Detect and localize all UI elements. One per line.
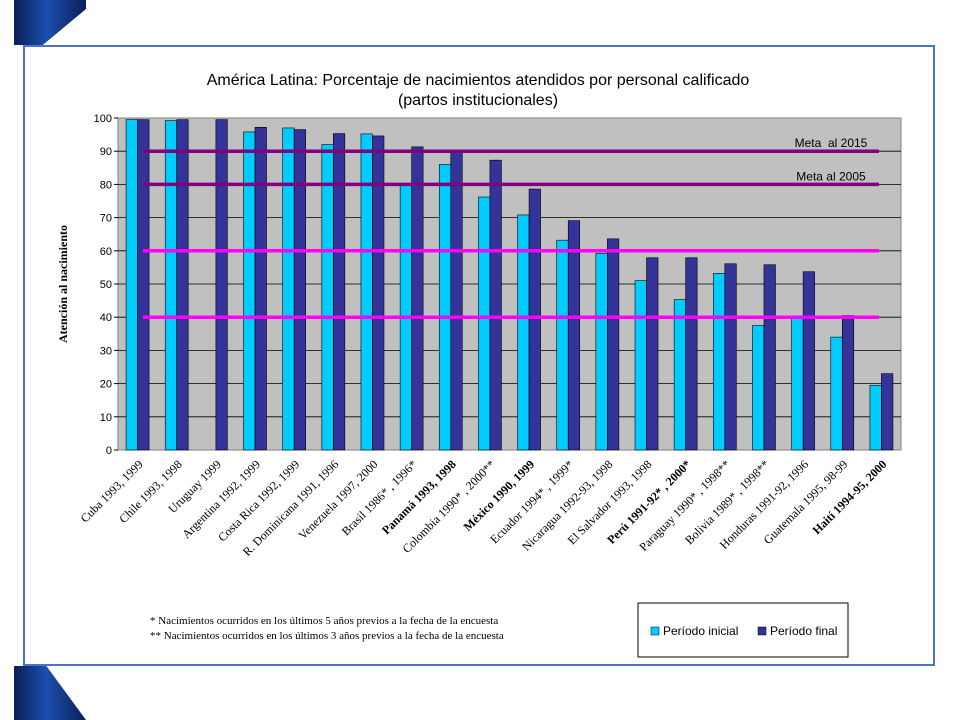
decorative-bottom-stripe [14, 666, 86, 720]
bar-initial [830, 336, 843, 451]
bar-final [333, 133, 346, 451]
bar-final [176, 119, 189, 451]
footnote-1: * Nacimientos ocurridos en los últimos 5… [150, 615, 498, 627]
y-tick-label: 60 [100, 246, 112, 258]
bar-initial [791, 316, 804, 451]
bar-final [802, 271, 815, 451]
bar-final [763, 264, 776, 451]
chart-subtitle: (partos institucionales) [398, 92, 558, 109]
bar-final [411, 146, 424, 451]
bar-final [685, 257, 698, 451]
chart-frame: América Latina: Porcentaje de nacimiento… [23, 45, 935, 666]
legend: Período inicial Período final [637, 602, 849, 658]
chart-svg: América Latina: Porcentaje de nacimiento… [56, 72, 902, 658]
bar-final [215, 119, 228, 451]
y-tick-label: 90 [100, 146, 112, 158]
bar-initial [556, 239, 569, 451]
y-tick-label: 100 [94, 113, 112, 125]
bar-initial [282, 127, 295, 451]
y-tick-label: 70 [100, 213, 112, 225]
y-tick-label: 80 [100, 179, 112, 191]
bar-initial [125, 119, 138, 451]
bar-final [489, 159, 502, 451]
bar-final [528, 188, 541, 451]
bar-initial [164, 120, 178, 451]
bar-initial [321, 144, 334, 451]
bar-final [450, 150, 463, 451]
legend-label-final: Período final [770, 624, 837, 638]
bar-final [137, 119, 150, 451]
bar-final [254, 126, 267, 451]
bar-final [724, 263, 737, 451]
bar-final [646, 257, 659, 451]
bar-initial [478, 196, 491, 451]
reference-lines: Meta al 2015 Meta al 2005 [143, 136, 879, 319]
footnote-2: ** Nacimientos ocurridos en los últimos … [150, 630, 504, 642]
legend-box [637, 602, 849, 658]
legend-swatch-final [757, 626, 767, 636]
y-tick-label: 20 [100, 379, 112, 391]
y-tick-label: 50 [100, 279, 112, 291]
y-tick-label: 30 [100, 345, 112, 357]
reference-line-label: Meta al 2015 [795, 136, 868, 150]
bar-final [841, 315, 855, 451]
bar-initial [360, 133, 373, 451]
y-tick-label: 10 [100, 412, 112, 424]
bar-initial [713, 273, 726, 451]
y-tick-label: 40 [100, 312, 112, 324]
x-tick-label: Haití 1994-95, 2000 [810, 457, 890, 537]
bar-initial [752, 325, 765, 451]
bar-initial [673, 299, 686, 451]
bar-initial [243, 131, 256, 451]
bar-final [567, 220, 581, 451]
y-axis-label: Atención al nacimiento [56, 225, 70, 343]
legend-swatch-initial [650, 626, 660, 636]
bar-final [607, 238, 620, 451]
bars [125, 119, 894, 451]
bar-final [372, 135, 385, 451]
bar-initial [634, 280, 647, 451]
bar-final [293, 129, 306, 451]
bar-final [881, 373, 894, 451]
bar-initial [438, 164, 452, 451]
bar-initial [595, 253, 608, 451]
legend-label-initial: Período inicial [663, 624, 738, 638]
y-tick-labels: 0 10 20 30 40 50 60 70 80 90 100 [94, 113, 112, 457]
chart-title: América Latina: Porcentaje de nacimiento… [207, 72, 750, 89]
bar-initial [869, 384, 882, 451]
decorative-top-stripe [14, 0, 86, 45]
x-tick-label: México 1990, 1999 [461, 457, 538, 534]
y-tick-label: 0 [106, 445, 112, 457]
reference-line-label: Meta al 2005 [796, 169, 866, 183]
